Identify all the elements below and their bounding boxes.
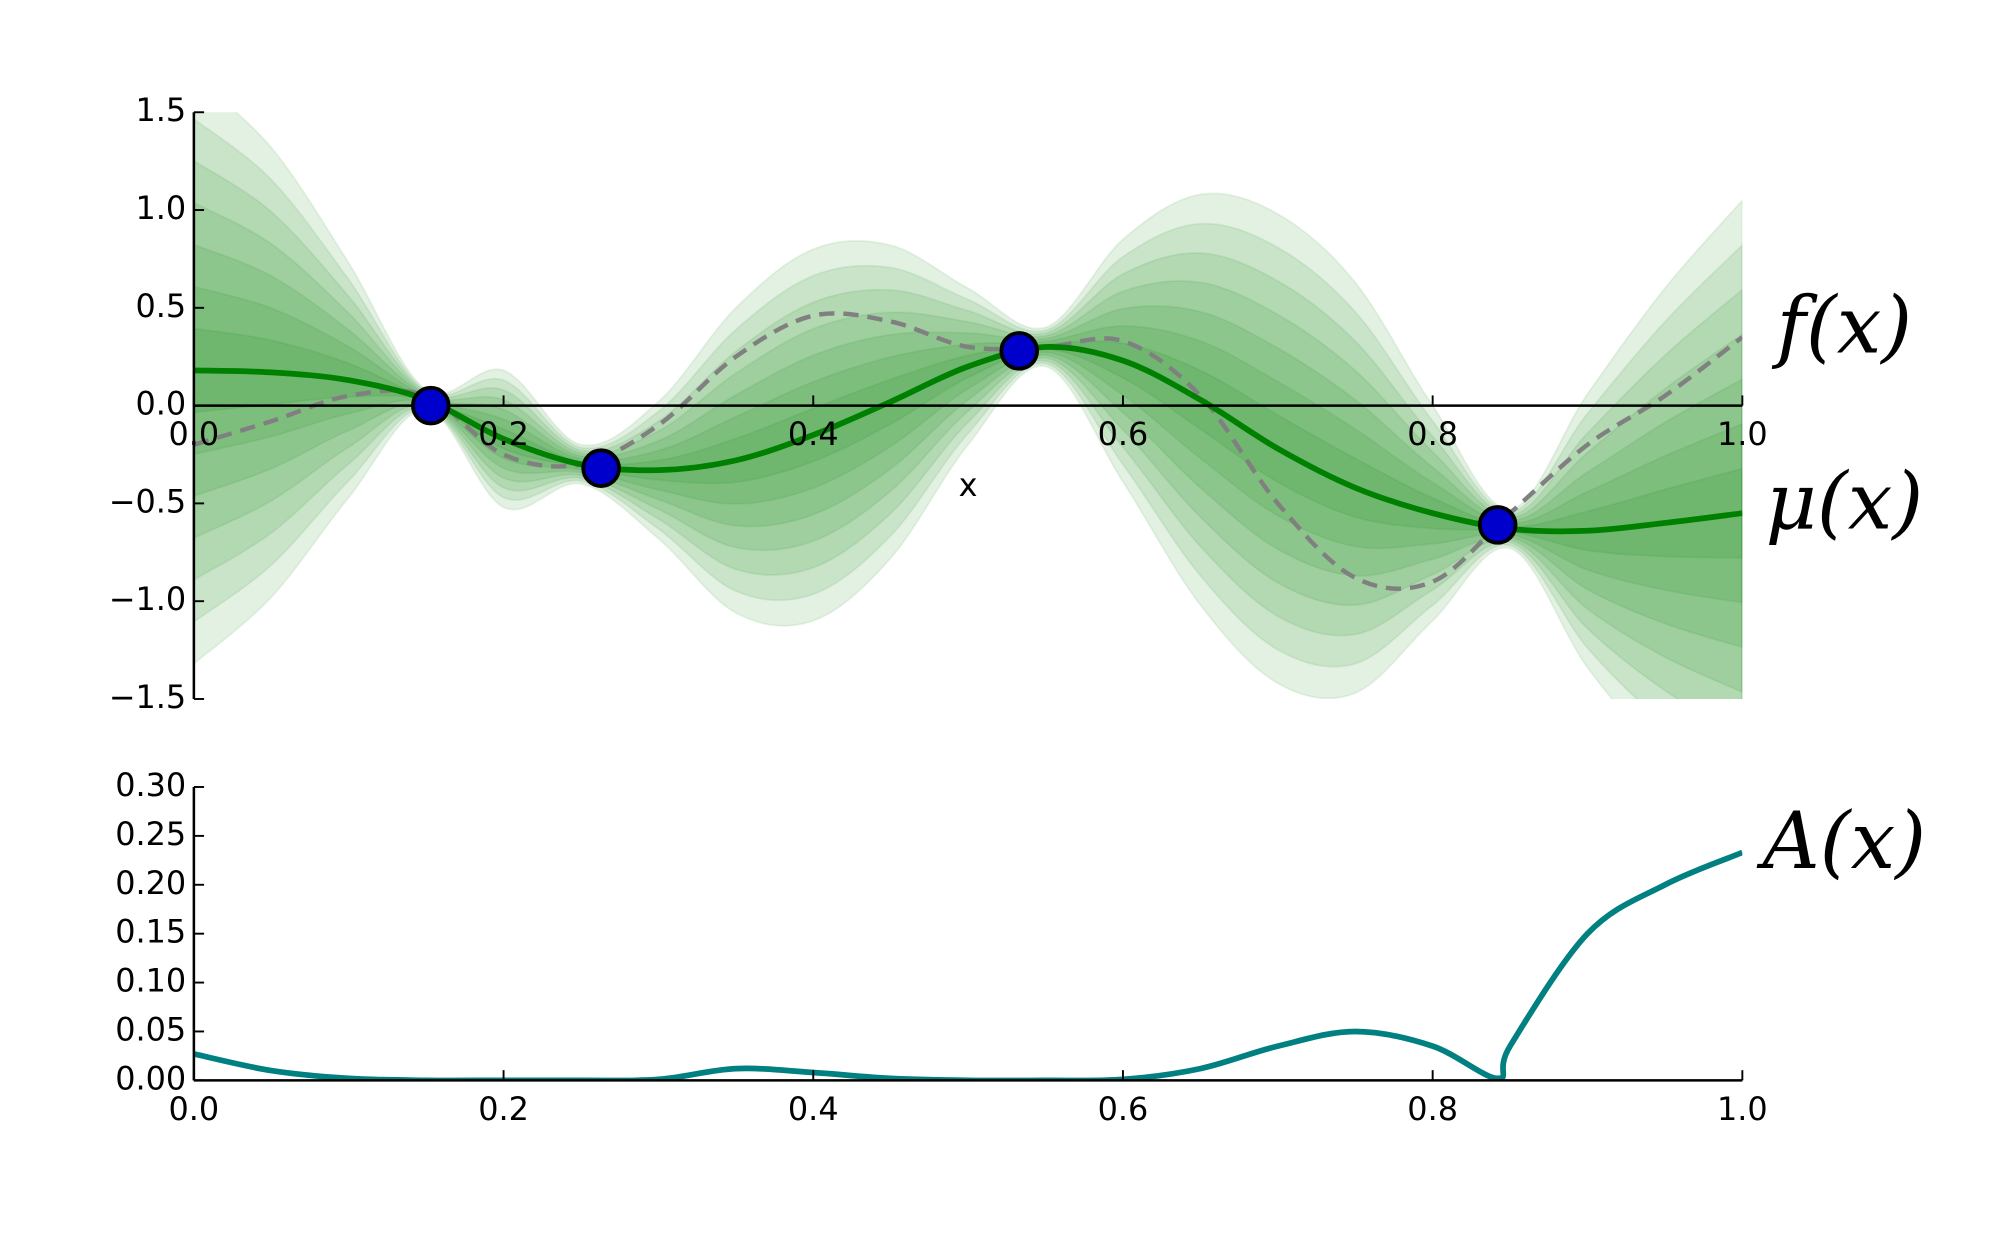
observation-point <box>999 331 1039 371</box>
y-tick-label: 0.15 <box>115 913 186 951</box>
x-tick-label: 0.8 <box>1407 1090 1458 1128</box>
x-tick-label: 0.4 <box>788 415 839 453</box>
uncertainty-band <box>193 159 1743 699</box>
observation-point <box>581 448 621 488</box>
x-tick-label: 1.0 <box>1717 415 1768 453</box>
observation-point <box>1477 505 1518 545</box>
y-tick-label: 1.0 <box>136 189 187 227</box>
x-tick-label: 0.4 <box>788 1090 839 1128</box>
y-tick-label: −1.0 <box>109 580 186 618</box>
observation-point <box>411 385 451 426</box>
y-tick-label: −1.5 <box>109 678 186 716</box>
plot-area <box>193 112 1743 699</box>
x-tick-label: 0.0 <box>169 415 220 453</box>
series-label: f(x) <box>1772 280 1913 372</box>
x-tick-label: 1.0 <box>1717 1090 1768 1128</box>
uncertainty-band <box>193 112 1743 699</box>
plot-area <box>193 849 1743 1081</box>
x-tick-label: 0.0 <box>169 1090 220 1128</box>
uncertainty-band <box>193 201 1743 694</box>
x-axis-label: x <box>959 466 978 504</box>
y-tick-label: 0.05 <box>115 1010 186 1048</box>
line <box>193 343 1743 535</box>
y-tick-label: −0.5 <box>109 482 186 520</box>
y-tick-label: 0.25 <box>115 815 186 853</box>
x-tick-label: 0.6 <box>1098 1090 1149 1128</box>
line <box>193 849 1743 1081</box>
y-tick-label: 0.10 <box>115 962 186 1000</box>
uncertainty-band <box>193 117 1743 699</box>
x-tick-label: 0.2 <box>478 1090 529 1128</box>
y-tick-label: 0.5 <box>136 287 187 325</box>
x-tick-label: 0.2 <box>478 415 529 453</box>
y-tick-label: 0.30 <box>115 766 186 804</box>
series-label: μ(x) <box>1766 456 1924 548</box>
uncertainty-band <box>193 327 1743 559</box>
uncertainty-band <box>193 285 1743 604</box>
y-tick-label: 1.5 <box>136 91 187 129</box>
series-label: A(x) <box>1756 795 1926 887</box>
uncertainty-band <box>193 243 1743 649</box>
x-tick-label: 0.8 <box>1407 415 1458 453</box>
y-tick-label: 0.00 <box>115 1059 186 1097</box>
x-tick-label: 0.6 <box>1098 415 1149 453</box>
y-tick-label: 0.0 <box>136 385 187 423</box>
y-tick-label: 0.20 <box>115 864 186 902</box>
